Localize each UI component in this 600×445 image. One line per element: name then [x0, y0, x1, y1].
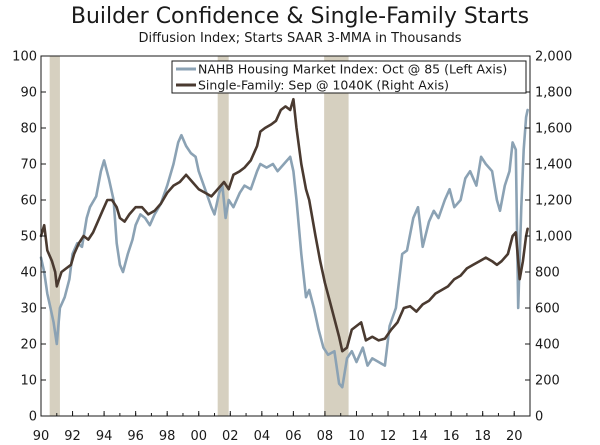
x-tick-label: 94: [96, 429, 113, 444]
recession-band-0: [49, 56, 60, 416]
left-tick-label: 10: [20, 374, 37, 389]
x-tick-label: 18: [474, 429, 491, 444]
right-tick-label: 2,000: [535, 50, 572, 65]
left-tick-label: 40: [20, 266, 37, 281]
left-tick-label: 90: [20, 86, 37, 101]
right-tick-label: 200: [535, 374, 560, 389]
left-axis: 0 10 20 30 40 50 60 70 80 90 100: [12, 50, 46, 425]
x-tick-label: 90: [33, 429, 50, 444]
x-tick-label: 16: [443, 429, 460, 444]
x-axis: 90 92 94 96 98 00 02 04 06 08 10 12 14 16 18 20: [33, 411, 531, 444]
plot-frame: [40, 55, 531, 417]
x-tick-label: 00: [190, 429, 207, 444]
legend-label-single-family: Single-Family: Sep @ 1040K (Right Axis): [198, 78, 449, 93]
series-lines: [39, 97, 529, 389]
recession-bands: [49, 56, 349, 416]
right-tick-label: 800: [535, 266, 560, 281]
x-tick-label: 14: [411, 429, 428, 444]
right-tick-label: 0: [535, 410, 543, 425]
x-tick-label: 02: [222, 429, 239, 444]
left-tick-label: 70: [20, 158, 37, 173]
x-tick-label: 06: [285, 429, 302, 444]
right-tick-label: 400: [535, 338, 560, 353]
right-tick-label: 1,000: [535, 230, 572, 245]
x-tick-label: 20: [506, 429, 523, 444]
legend-box: [171, 60, 527, 94]
left-tick-label: 50: [20, 230, 37, 245]
right-tick-label: 1,200: [535, 194, 572, 209]
chart-title: Builder Confidence & Single-Family Start…: [70, 4, 530, 29]
series-line-nahb: [39, 108, 529, 389]
right-axis: 0 200 400 600 800 1,000 1,200 1,400 1,600 1,800 2,…: [525, 50, 572, 425]
left-tick-label: 80: [20, 122, 37, 137]
x-tick-label: 04: [254, 429, 271, 444]
x-tick-label: 96: [127, 429, 144, 444]
left-tick-label: 30: [20, 302, 37, 317]
recession-band-1: [217, 56, 229, 416]
x-tick-label: 12: [380, 429, 397, 444]
x-tick-label: 92: [64, 429, 81, 444]
x-tick-label: 08: [317, 429, 334, 444]
legend-label-nahb: NAHB Housing Market Index: Oct @ 85 (Lef…: [198, 62, 507, 77]
chart-subtitle: Diffusion Index; Starts SAAR 3-MMA in Th…: [138, 31, 462, 46]
right-tick-label: 600: [535, 302, 560, 317]
left-tick-label: 100: [12, 50, 37, 65]
right-tick-label: 1,800: [535, 86, 572, 101]
right-tick-label: 1,600: [535, 122, 572, 137]
left-tick-label: 20: [20, 338, 37, 353]
legend: NAHB Housing Market Index: Oct @ 85 (Lef…: [171, 60, 527, 94]
right-tick-label: 1,400: [535, 158, 572, 173]
series-line-single-family: [39, 97, 529, 353]
x-tick-label: 10: [348, 429, 365, 444]
left-tick-label: 0: [29, 410, 37, 425]
left-tick-label: 60: [20, 194, 37, 209]
x-tick-label: 98: [159, 429, 176, 444]
